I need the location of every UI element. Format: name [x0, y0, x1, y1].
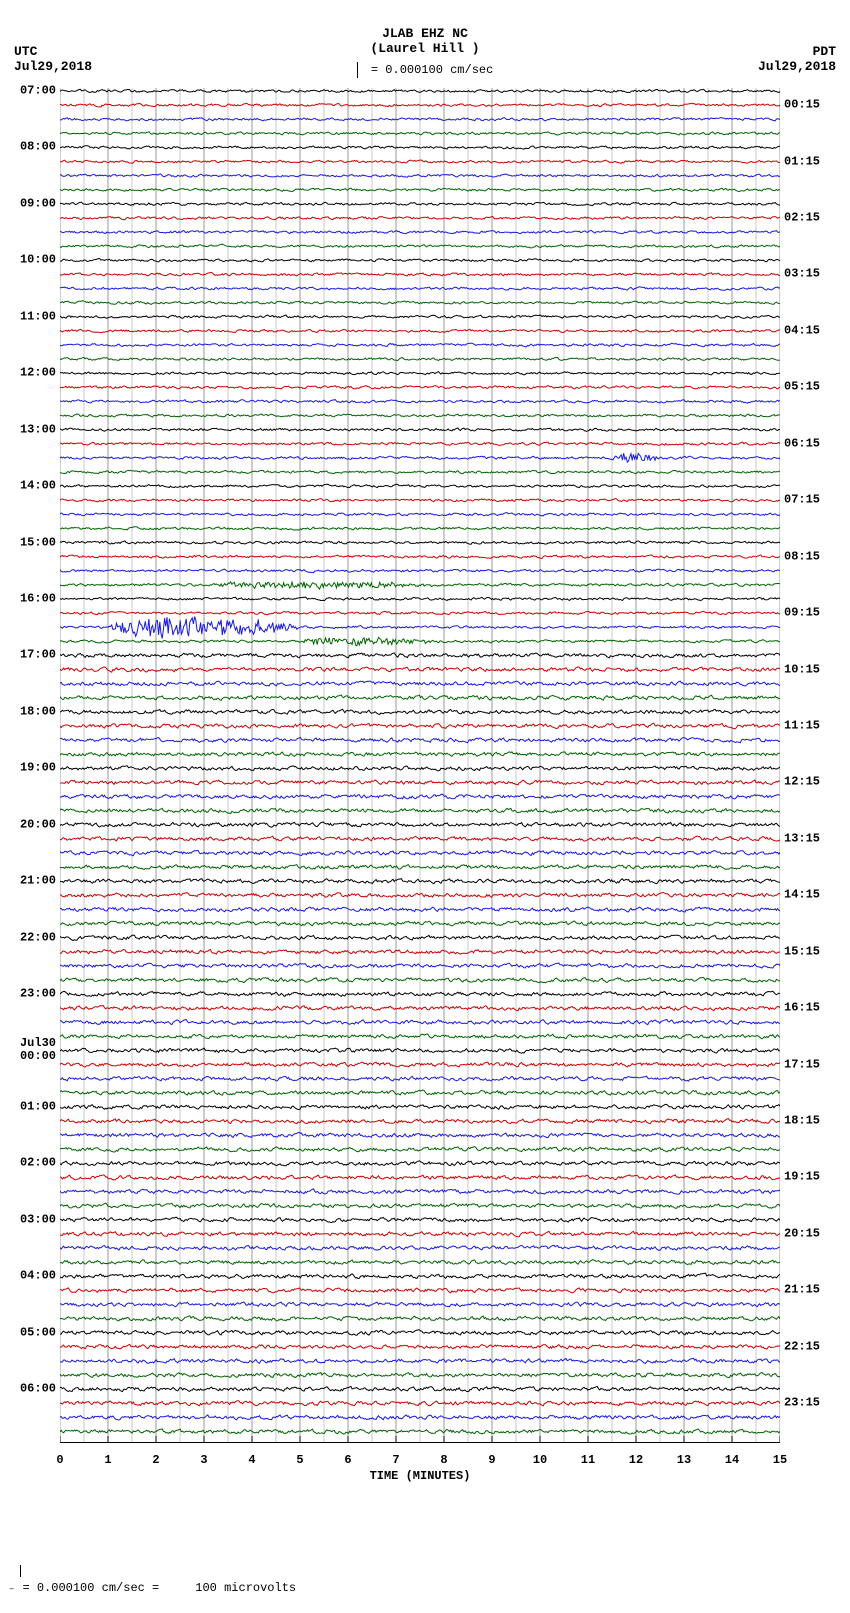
pdt-time-label: 10:15 — [784, 663, 840, 676]
utc-time-label: 08:00 — [0, 141, 56, 154]
x-tick-label: 1 — [104, 1453, 111, 1467]
corner-top-left: UTC Jul29,2018 — [14, 44, 92, 74]
footer-text-right: 100 microvolts — [195, 1581, 296, 1595]
x-tick-label: 9 — [488, 1453, 495, 1467]
scale-bar-small-icon — [20, 1565, 21, 1577]
utc-time-label: 03:00 — [0, 1213, 56, 1226]
pdt-time-label: 19:15 — [784, 1171, 840, 1184]
pdt-time-label: 14:15 — [784, 889, 840, 902]
utc-time-label: 21:00 — [0, 875, 56, 888]
pdt-time-label: 20:15 — [784, 1227, 840, 1240]
pdt-time-label: 11:15 — [784, 719, 840, 732]
x-tick-label: 8 — [440, 1453, 447, 1467]
utc-time-label: 16:00 — [0, 592, 56, 605]
x-tick-label: 0 — [56, 1453, 63, 1467]
pdt-time-label: 12:15 — [784, 776, 840, 789]
x-tick-label: 4 — [248, 1453, 255, 1467]
utc-time-label: 13:00 — [0, 423, 56, 436]
utc-time-label: 10:00 — [0, 254, 56, 267]
seismogram-plot — [60, 88, 780, 1443]
pdt-time-label: 18:15 — [784, 1115, 840, 1128]
left-time-labels: 07:00 08:00 09:00 10:00 11:00 12:00 13:00 14:00… — [0, 88, 60, 1443]
pdt-time-label: 01:15 — [784, 155, 840, 168]
utc-time-label: 01:00 — [0, 1100, 56, 1113]
corner-top-right: PDT Jul29,2018 — [758, 44, 836, 74]
utc-time-label: 07:00 — [0, 85, 56, 98]
right-time-labels: 00:15 01:15 02:15 03:15 04:15 05:15 06:15 07:15… — [780, 88, 840, 1443]
pdt-time-label: 15:15 — [784, 945, 840, 958]
utc-time-label: 09:00 — [0, 197, 56, 210]
utc-time-label: 19:00 — [0, 762, 56, 775]
seismogram-page: JLAB EHZ NC (Laurel Hill ) = 0.000100 cm… — [0, 0, 850, 1613]
scale-indicator: = 0.000100 cm/sec — [0, 62, 850, 78]
x-tick-label: 13 — [677, 1453, 691, 1467]
x-tick-label: 12 — [629, 1453, 643, 1467]
utc-time-label: 20:00 — [0, 818, 56, 831]
utc-time-label: 17:00 — [0, 649, 56, 662]
utc-time-label: 11:00 — [0, 310, 56, 323]
x-tick-label: 6 — [344, 1453, 351, 1467]
utc-time-label: 06:00 — [0, 1383, 56, 1396]
left-tz: UTC — [14, 44, 92, 59]
pdt-time-label: 07:15 — [784, 494, 840, 507]
pdt-time-label: 03:15 — [784, 268, 840, 281]
utc-time-label: 18:00 — [0, 705, 56, 718]
pdt-time-label: 05:15 — [784, 381, 840, 394]
station-subtitle: (Laurel Hill ) — [0, 41, 850, 56]
right-tz: PDT — [758, 44, 836, 59]
title-block: JLAB EHZ NC (Laurel Hill ) — [0, 26, 850, 56]
pdt-time-label: 17:15 — [784, 1058, 840, 1071]
pdt-time-label: 23:15 — [784, 1397, 840, 1410]
utc-time-label: 23:00 — [0, 988, 56, 1001]
pdt-time-label: 22:15 — [784, 1340, 840, 1353]
utc-time-label: 05:00 — [0, 1326, 56, 1339]
utc-time-label: Jul30 00:00 — [0, 1037, 56, 1063]
left-date: Jul29,2018 — [14, 59, 92, 74]
pdt-time-label: 02:15 — [784, 211, 840, 224]
utc-time-label: 02:00 — [0, 1157, 56, 1170]
pdt-time-label: 08:15 — [784, 550, 840, 563]
utc-time-label: 04:00 — [0, 1270, 56, 1283]
utc-time-label: 15:00 — [0, 536, 56, 549]
x-tick-label: 7 — [392, 1453, 399, 1467]
x-tick-label: 11 — [581, 1453, 595, 1467]
footer-prefix: ₋ — [8, 1581, 15, 1595]
footer-text-left: = 0.000100 cm/sec = — [22, 1581, 159, 1595]
x-axis: TIME (MINUTES) 0123456789101112131415 — [60, 1445, 780, 1485]
pdt-time-label: 00:15 — [784, 99, 840, 112]
pdt-time-label: 09:15 — [784, 607, 840, 620]
utc-time-label: 14:00 — [0, 480, 56, 493]
scale-text: = 0.000100 cm/sec — [371, 63, 493, 77]
x-tick-label: 10 — [533, 1453, 547, 1467]
utc-time-label: 22:00 — [0, 931, 56, 944]
pdt-time-label: 21:15 — [784, 1284, 840, 1297]
scale-bar-icon — [357, 62, 358, 78]
pdt-time-label: 04:15 — [784, 324, 840, 337]
pdt-time-label: 16:15 — [784, 1002, 840, 1015]
pdt-time-label: 13:15 — [784, 832, 840, 845]
x-tick-label: 15 — [773, 1453, 787, 1467]
x-tick-label: 2 — [152, 1453, 159, 1467]
utc-time-label: 12:00 — [0, 367, 56, 380]
x-tick-label: 14 — [725, 1453, 739, 1467]
right-date: Jul29,2018 — [758, 59, 836, 74]
x-axis-label: TIME (MINUTES) — [60, 1469, 780, 1483]
x-tick-label: 5 — [296, 1453, 303, 1467]
station-title: JLAB EHZ NC — [0, 26, 850, 41]
pdt-time-label: 06:15 — [784, 437, 840, 450]
footer-scale: ₋ = 0.000100 cm/sec = 100 microvolts — [8, 1580, 296, 1595]
x-tick-label: 3 — [200, 1453, 207, 1467]
